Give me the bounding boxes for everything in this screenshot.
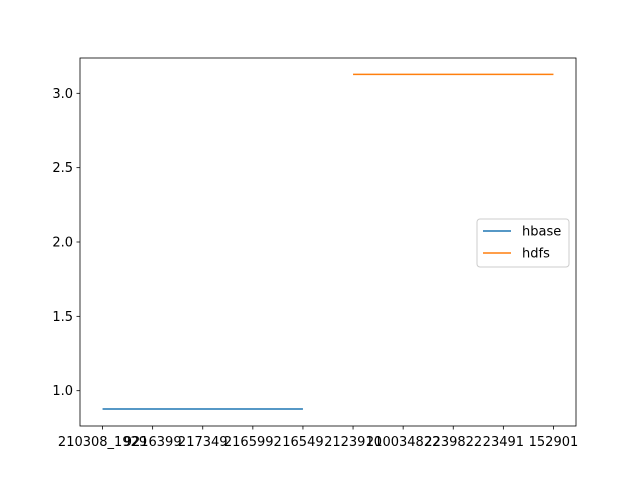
x-tick-label: 16549 [282, 435, 323, 450]
y-tick-label: 1.0 [52, 384, 73, 399]
legend-label-hbase: hbase [522, 225, 561, 240]
y-tick-label: 2.0 [52, 236, 73, 251]
x-tick-label: 2165992 [224, 435, 282, 450]
y-tick-label: 2.5 [52, 161, 73, 176]
x-tick-label: 210034822 [366, 435, 440, 450]
plot-area [102, 73, 554, 410]
legend: hbase hdfs [476, 218, 570, 268]
y-tick-label: 1.5 [52, 310, 73, 325]
x-tick-label: 2239822 [424, 435, 482, 450]
x-tick-label: 2123910 [324, 435, 382, 450]
x-tick-label: 23491 [483, 435, 524, 450]
x-tick-label: 217349 [178, 435, 228, 450]
x-tick-label: 9216399 [124, 435, 182, 450]
axes: 1.01.52.02.53.0210308_192992163992173492… [52, 57, 579, 450]
x-tick-label: 152901 [529, 435, 579, 450]
legend-label-hdfs: hdfs [522, 247, 550, 262]
y-tick-label: 3.0 [52, 87, 73, 102]
x-tick-label: 210308_1929 [58, 435, 147, 450]
